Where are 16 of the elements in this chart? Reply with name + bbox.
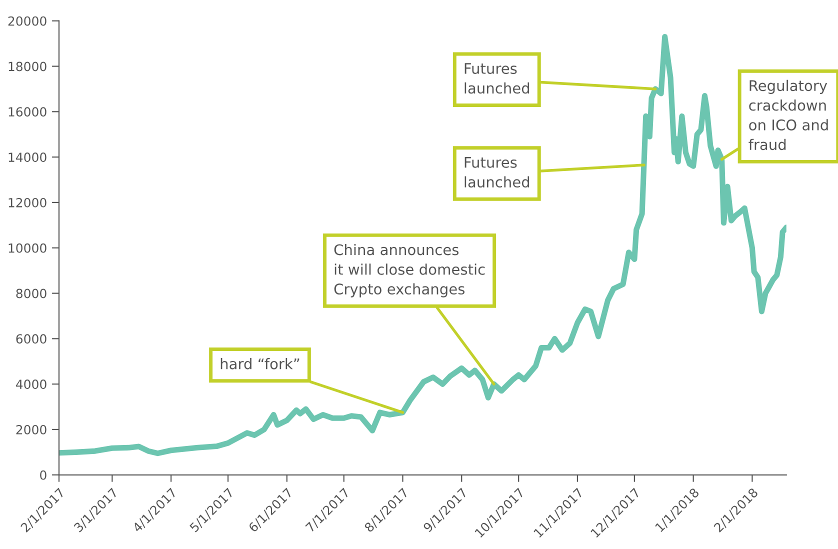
annotation: Regulatory crackdown on ICO and fraud bbox=[748, 80, 828, 150]
y-tick-label: 2000 bbox=[16, 424, 46, 434]
y-tick-label: 0 bbox=[40, 470, 46, 480]
y-tick-label: 16000 bbox=[8, 107, 46, 117]
annotation: hard “fork” bbox=[220, 358, 300, 370]
y-tick-label: 10000 bbox=[8, 243, 46, 253]
y-tick-label: 18000 bbox=[8, 62, 46, 72]
y-tick-label: 4000 bbox=[16, 380, 46, 390]
annotation: Futures launched bbox=[464, 63, 530, 94]
y-tick-label: 14000 bbox=[8, 152, 46, 162]
y-tick-label: 12000 bbox=[8, 198, 46, 208]
annotation: China announces it will close domestic Crypto exchanges bbox=[334, 244, 485, 298]
y-tick-label: 6000 bbox=[16, 334, 46, 344]
annotation: Futures launched bbox=[464, 157, 530, 188]
y-tick-label: 8000 bbox=[16, 288, 46, 298]
y-tick-label: 20000 bbox=[8, 16, 46, 26]
